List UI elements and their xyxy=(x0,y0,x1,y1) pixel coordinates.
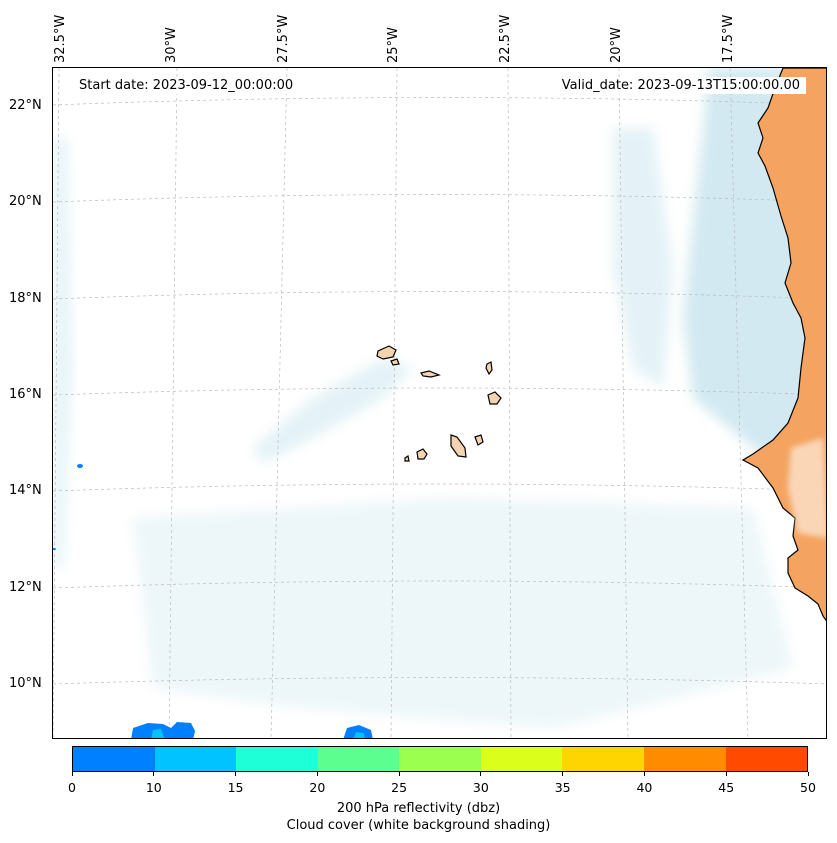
island-fogo xyxy=(416,448,428,460)
colorbar-segment-4 xyxy=(399,747,481,771)
colorbar-segment-7 xyxy=(643,747,726,771)
colorbar-label: 200 hPa reflectivity (dbz) xyxy=(336,801,501,816)
colorbar-tick-mark xyxy=(316,772,318,776)
island-santo-antao xyxy=(376,345,397,360)
cloud-band-central xyxy=(613,128,673,388)
reflectivity-cell xyxy=(343,725,373,738)
colorbar-segment-8 xyxy=(725,747,808,771)
colorbar-tick-label: 35 xyxy=(554,780,571,795)
colorbar-tick-mark xyxy=(643,772,645,776)
island-sal xyxy=(485,361,493,376)
reflectivity-cell xyxy=(151,729,165,738)
reflectivity-cell xyxy=(131,722,195,738)
cloud-cover-layer xyxy=(53,68,826,728)
island-maio xyxy=(474,434,484,446)
colorbar xyxy=(72,746,808,772)
colorbar-tick-mark xyxy=(725,772,727,776)
colorbar-segment-2 xyxy=(236,747,318,771)
lon-label: 20°W xyxy=(609,27,624,63)
colorbar-tick-label: 50 xyxy=(800,780,816,795)
reflectivity-cell xyxy=(77,464,83,468)
coast-highlight xyxy=(788,438,826,538)
valid-date-label: Valid_date: 2023-09-13T15:00:00.00 xyxy=(555,77,806,94)
colorbar-sublabel: Cloud cover (white background shading) xyxy=(286,818,551,833)
island-sao-vicente xyxy=(390,358,400,366)
colorbar-tick-label: 0 xyxy=(68,780,76,795)
colorbar-tick-mark xyxy=(480,772,482,776)
island-santiago xyxy=(450,434,467,458)
colorbar-tick-label: 10 xyxy=(145,780,162,795)
map-canvas xyxy=(53,68,826,738)
colorbar-tick-label: 45 xyxy=(718,780,735,795)
reflectivity-layer xyxy=(53,464,373,738)
colorbar-tick-mark xyxy=(398,772,400,776)
cape-verde-islands xyxy=(376,345,502,462)
lat-label: 14°N xyxy=(9,483,42,498)
lat-label: 18°N xyxy=(9,291,42,306)
reflectivity-cell xyxy=(53,548,56,550)
cloud-west-edge xyxy=(53,138,73,568)
colorbar-segment-6 xyxy=(562,747,644,771)
lat-label: 12°N xyxy=(9,580,42,595)
colorbar-segment-1 xyxy=(154,747,237,771)
colorbar-segment-0 xyxy=(73,747,155,771)
lon-label: 22.5°W xyxy=(498,14,513,63)
island-brava xyxy=(404,455,410,462)
island-boa-vista xyxy=(487,391,502,405)
lon-label: 27.5°W xyxy=(276,14,291,63)
start-date-label: Start date: 2023-09-12_00:00:00 xyxy=(73,77,300,94)
lon-label: 17.5°W xyxy=(721,14,736,63)
colorbar-tick-mark xyxy=(562,772,564,776)
cloud-streak-islands xyxy=(253,358,413,463)
colorbar-tick-label: 25 xyxy=(391,780,408,795)
reflectivity-cell xyxy=(353,732,365,738)
lat-label: 16°N xyxy=(9,387,42,402)
lat-label: 22°N xyxy=(9,98,42,113)
colorbar-tick-label: 15 xyxy=(227,780,244,795)
cloud-patches-south xyxy=(133,498,793,728)
map-panel: Start date: 2023-09-12_00:00:00 Valid_da… xyxy=(52,67,827,739)
colorbar-tick-mark xyxy=(71,772,73,776)
colorbar-tick-label: 30 xyxy=(472,780,489,795)
colorbar-segment-5 xyxy=(480,747,563,771)
colorbar-tick-label: 40 xyxy=(636,780,653,795)
lon-label: 32.5°W xyxy=(53,14,68,63)
lat-label: 20°N xyxy=(9,194,42,209)
colorbar-tick-mark xyxy=(807,772,809,776)
graticule xyxy=(53,68,826,738)
lon-label: 25°W xyxy=(386,27,401,63)
colorbar-tick-label: 20 xyxy=(309,780,326,795)
colorbar-segment-3 xyxy=(317,747,400,771)
colorbar-tick-mark xyxy=(153,772,155,776)
lat-label: 10°N xyxy=(9,676,42,691)
colorbar-tick-mark xyxy=(235,772,237,776)
island-sao-nicolau xyxy=(420,370,441,378)
lon-label: 30°W xyxy=(164,27,179,63)
